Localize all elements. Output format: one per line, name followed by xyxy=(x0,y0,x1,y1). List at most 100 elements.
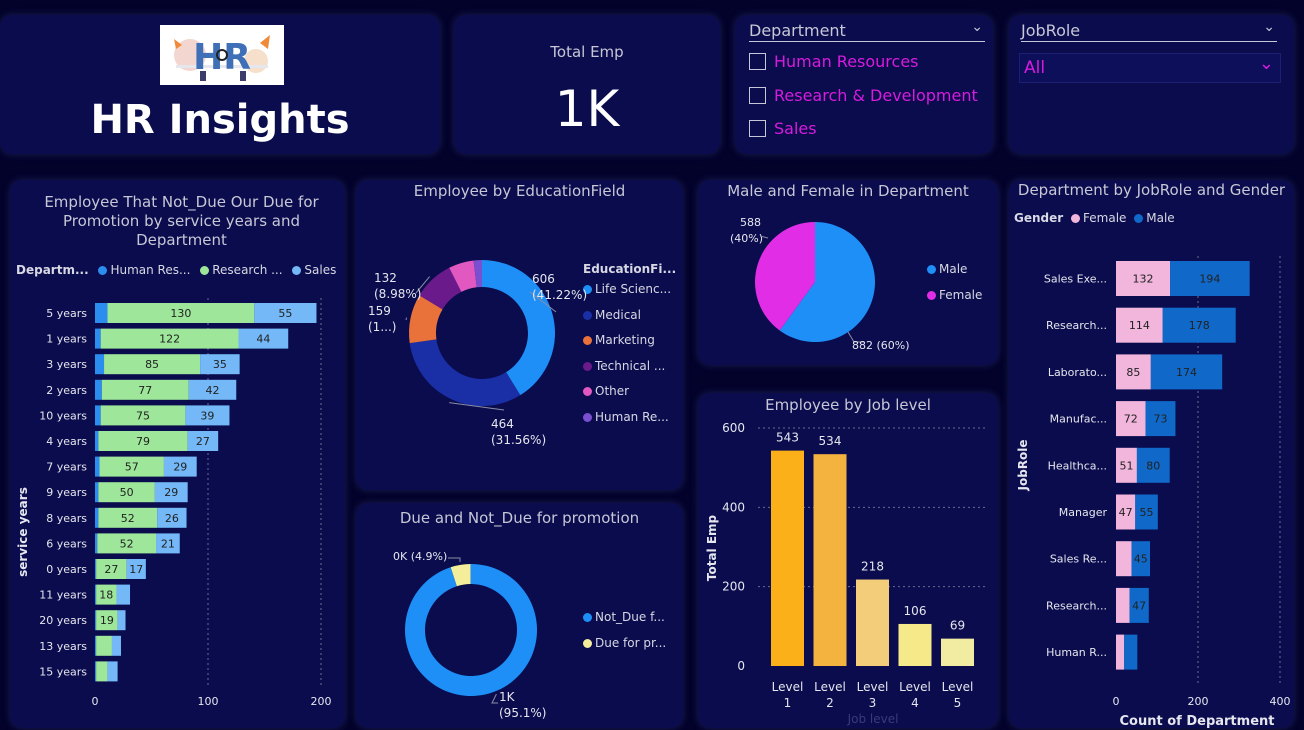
leader-line xyxy=(529,291,557,313)
data-label: 114 xyxy=(1129,319,1150,332)
legend-title: Departm... xyxy=(16,263,89,277)
bar-segment xyxy=(107,661,118,682)
x-tick-label: Level xyxy=(942,680,974,694)
data-label: 606 xyxy=(532,272,555,286)
bar-segment xyxy=(99,456,164,477)
data-label: 52 xyxy=(121,512,135,525)
bar-segment xyxy=(1170,261,1250,296)
data-label: 51 xyxy=(1119,459,1133,472)
bar-segment xyxy=(111,635,121,656)
category-label: Research... xyxy=(1046,319,1107,332)
pie-slice xyxy=(409,295,443,344)
checkbox[interactable] xyxy=(749,87,766,104)
promotion-title: Due and Not_Due for promotion xyxy=(399,509,640,527)
kpi-value: 1K xyxy=(554,80,620,138)
legend-research: Research ... xyxy=(212,263,283,277)
jobrole-slicer: JobRole ⌄ All ⌄ xyxy=(1009,15,1294,154)
bar-segment xyxy=(95,507,99,528)
bar-segment xyxy=(116,584,131,605)
service-years-chart: 5 years 130 55 1 years 122 44 3 years 85 35 2 yea… xyxy=(16,298,332,708)
bar-segment xyxy=(254,303,317,323)
pie-slice xyxy=(482,260,555,396)
legend-dot xyxy=(200,266,210,275)
x-tick-label: Level xyxy=(857,680,889,694)
department-slicer-header[interactable]: Department ⌄ xyxy=(749,19,985,42)
dashboard-title: HR Insights xyxy=(90,97,350,143)
bar-segment xyxy=(95,405,101,426)
checkbox[interactable] xyxy=(749,53,766,70)
data-label: 50 xyxy=(120,486,134,499)
category-label: 0 years xyxy=(46,563,87,576)
category-label: 1 years xyxy=(46,333,87,346)
jobrole-gender-title: Department by JobRole and Gender xyxy=(1017,181,1286,199)
option-label: Research & Development xyxy=(774,86,978,105)
education-legend: Life Scienc... Medical Marketing Technical … xyxy=(583,282,671,435)
bar-segment xyxy=(100,405,186,426)
promotion-donut: 0K (4.9%) 1K (95.1%) xyxy=(393,550,546,720)
data-label: 85 xyxy=(145,358,159,371)
bar-segment xyxy=(95,303,108,323)
category-label: 11 years xyxy=(39,589,87,602)
legend-item: Life Scienc... xyxy=(583,282,671,308)
chevron-down-icon[interactable]: ⌄ xyxy=(971,19,983,35)
job-level-chart: 0 200 400 600 543 Level 1 534 Level 2 218 Level 3 106… xyxy=(705,421,988,726)
data-label: 85 xyxy=(1126,366,1140,379)
legend-item: Medical xyxy=(583,308,671,334)
department-option-sales[interactable]: Sales xyxy=(749,118,817,138)
promotion-legend: Not_Due f... Due for pr... xyxy=(583,610,666,662)
y-axis-label: JobRole xyxy=(1016,439,1030,491)
data-label: 69 xyxy=(950,619,965,633)
category-label: 7 years xyxy=(46,461,87,474)
bar-segment xyxy=(95,559,97,579)
data-label: 18 xyxy=(99,589,113,602)
legend-hr: Human Res... xyxy=(110,263,191,277)
y-tick-label: 400 xyxy=(722,500,745,514)
education-donut: 606 (41.22%) 464 (31.56%) 159 (1...) 132 (8.98%… xyxy=(368,260,587,447)
department-option-rd[interactable]: Research & Development xyxy=(749,85,978,105)
jobrole-dropdown[interactable]: All ⌄ xyxy=(1019,53,1281,83)
hr-logo: HR xyxy=(160,25,284,85)
bar-segment xyxy=(95,635,97,656)
data-label: 543 xyxy=(776,431,799,445)
x-tick-label: 3 xyxy=(869,696,877,710)
education-card: Employee by EducationField EducationFi..… xyxy=(356,180,683,490)
data-label: 73 xyxy=(1153,413,1167,426)
chevron-down-icon[interactable]: ⌄ xyxy=(1263,19,1275,35)
x-tick-label: 200 xyxy=(311,695,332,708)
data-label: 77 xyxy=(138,384,152,397)
kpi-card: Total Emp 1K xyxy=(454,15,720,154)
chevron-down-icon: ⌄ xyxy=(1258,53,1274,74)
x-axis-label: Count of Department xyxy=(1120,714,1275,728)
x-tick-label: 1 xyxy=(784,696,792,710)
legend-male: Male xyxy=(1146,211,1175,225)
bar-segment xyxy=(1116,401,1146,437)
legend-item: Human Re... xyxy=(583,410,671,436)
data-label: 80 xyxy=(1146,459,1160,472)
data-label: 588 xyxy=(740,216,761,229)
bar-segment xyxy=(95,533,98,554)
bar-segment xyxy=(1116,494,1136,530)
gender-legend-bar: Gender Female Male xyxy=(1014,211,1175,225)
data-label: 1K xyxy=(499,690,516,704)
legend-sales: Sales xyxy=(304,263,337,277)
data-label: 464 xyxy=(491,417,514,431)
department-option-hr[interactable]: Human Resources xyxy=(749,51,919,71)
legend-item: Not_Due f... xyxy=(583,610,666,636)
pie-slice xyxy=(419,267,462,310)
bar-segment xyxy=(96,610,118,631)
legend-item: Male xyxy=(927,262,982,288)
legend-label: Marketing xyxy=(595,333,655,347)
pie-slice xyxy=(405,564,537,696)
bar-segment xyxy=(95,610,97,631)
legend-dot xyxy=(1134,214,1144,223)
checkbox[interactable] xyxy=(749,120,766,137)
legend-label: Not_Due f... xyxy=(595,610,665,624)
data-label: 75 xyxy=(136,409,150,422)
category-label: 5 years xyxy=(46,307,87,320)
data-label: (41.22%) xyxy=(532,288,587,302)
bar-segment xyxy=(126,559,146,579)
option-label: Sales xyxy=(774,119,817,138)
data-label: 0K (4.9%) xyxy=(393,550,447,563)
category-label: Sales Exe... xyxy=(1044,273,1107,286)
bar-segment xyxy=(1162,307,1236,343)
